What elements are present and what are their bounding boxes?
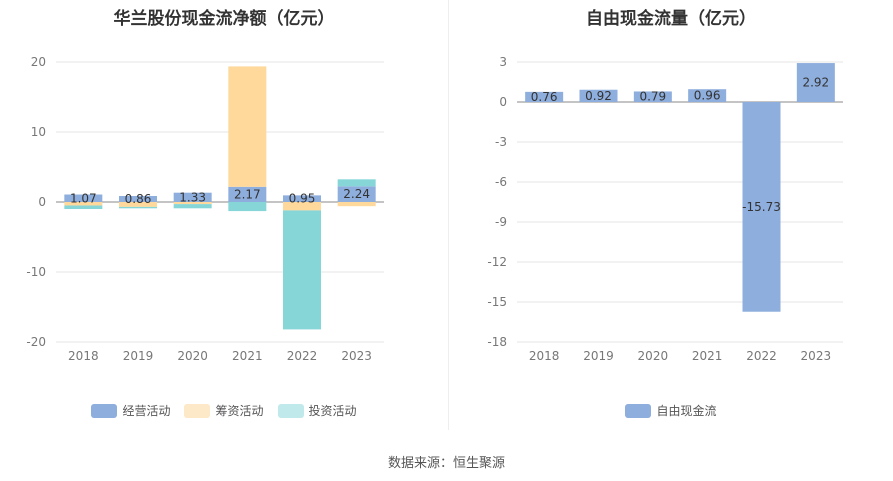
bar-筹资活动 (228, 66, 267, 187)
bar-自由现金流 (525, 91, 564, 102)
x-tick-label: 2018 (68, 349, 99, 363)
y-tick-label: -18 (487, 335, 507, 349)
bar-投资活动 (119, 206, 157, 209)
bar-筹资活动 (173, 202, 212, 205)
right-chart-panel: 自由现金流量（亿元） 3 0 -3 -6 -9 -12 -15 -18 2018 2019 2020… (449, 0, 893, 440)
y-tick-label: 0 (499, 95, 507, 109)
y-tick-label: -12 (487, 255, 507, 269)
legend-label: 筹资活动 (215, 404, 264, 418)
legend-label: 自由现金流 (656, 404, 717, 418)
bar-经营活动 (337, 186, 376, 202)
bar-投资活动 (64, 205, 103, 209)
y-tick-label: -15 (487, 295, 507, 309)
data-label: 0.96 (694, 89, 721, 103)
data-label: 0.95 (289, 192, 316, 206)
y-tick-label: 20 (31, 55, 46, 69)
y-tick-label: -3 (495, 135, 507, 149)
data-label: 0.92 (585, 89, 612, 103)
legend-label: 经营活动 (122, 404, 171, 418)
y-tick-label: 0 (38, 195, 46, 209)
legend-swatch (91, 403, 118, 418)
data-label: 2.17 (234, 187, 261, 201)
data-label: 2.92 (802, 76, 829, 90)
x-tick-label: 2020 (638, 349, 669, 363)
bar-投资活动 (283, 210, 321, 330)
bar-自由现金流 (633, 91, 672, 102)
y-tick-label: -10 (26, 265, 46, 279)
x-tick-label: 2021 (692, 349, 723, 363)
bar-投资活动 (337, 179, 376, 187)
y-tick-label: 10 (31, 125, 46, 139)
y-tick-label: -20 (26, 335, 46, 349)
y-tick-label: 3 (499, 55, 507, 69)
right-chart-title: 自由现金流量（亿元） (586, 9, 756, 29)
data-label: 1.07 (70, 191, 97, 205)
right-chart-plot: 3 0 -3 -6 -9 -12 -15 -18 2018 2019 2020 2021 2022 202… (487, 55, 843, 363)
bar-自由现金流 (796, 63, 835, 102)
x-tick-label: 2020 (177, 349, 208, 363)
legend-item[interactable]: 自由现金流 (625, 402, 717, 419)
data-label: 0.79 (639, 90, 666, 104)
legend-item[interactable]: 经营活动 (91, 402, 170, 419)
left-chart-title: 华兰股份现金流净额（亿元） (113, 9, 335, 29)
x-tick-label: 2022 (287, 349, 318, 363)
legend-swatch (184, 403, 211, 418)
bar-投资活动 (228, 202, 267, 212)
x-tick-label: 2019 (583, 349, 614, 363)
x-tick-label: 2023 (801, 349, 832, 363)
bar-自由现金流 (742, 102, 781, 312)
bar-自由现金流 (579, 89, 618, 102)
bar-筹资活动 (119, 202, 157, 207)
y-tick-label: -6 (495, 175, 507, 189)
x-tick-label: 2023 (341, 349, 372, 363)
bar-自由现金流 (688, 89, 727, 102)
data-label: 0.76 (531, 90, 558, 104)
left-chart-legend: 经营活动 筹资活动 投资活动 (0, 402, 448, 419)
legend-swatch (625, 403, 652, 418)
bar-投资活动 (173, 204, 212, 209)
bar-筹资活动 (283, 202, 321, 211)
bar-经营活动 (173, 192, 212, 202)
bar-筹资活动 (64, 202, 103, 206)
legend-label: 投资活动 (308, 404, 357, 418)
data-label: 1.33 (179, 190, 206, 204)
left-chart-plot: 20 10 0 -10 -20 2018 2019 2020 2021 2022 2023 1.07 0… (26, 55, 384, 363)
data-label: 2.24 (343, 187, 370, 201)
data-source-note: 数据来源：恒生聚源 (387, 456, 505, 471)
legend-item[interactable]: 投资活动 (277, 402, 357, 419)
x-tick-label: 2021 (232, 349, 263, 363)
left-chart-panel: 华兰股份现金流净额（亿元） 20 10 0 -10 -20 2018 2019 2020 202… (0, 0, 448, 440)
legend-swatch (277, 403, 304, 418)
data-label: 0.86 (125, 192, 152, 206)
right-chart-legend: 自由现金流 (449, 402, 893, 419)
bar-经营活动 (228, 186, 267, 202)
bar-经营活动 (119, 195, 157, 202)
y-tick-label: -9 (495, 215, 507, 229)
legend-item[interactable]: 筹资活动 (184, 402, 264, 419)
x-tick-label: 2018 (529, 349, 560, 363)
bar-经营活动 (283, 195, 321, 202)
panel-divider (448, 0, 449, 430)
bar-筹资活动 (337, 202, 376, 207)
x-tick-label: 2019 (123, 349, 154, 363)
data-label: -15.73 (742, 200, 781, 214)
bar-经营活动 (64, 194, 103, 202)
x-tick-label: 2022 (746, 349, 777, 363)
